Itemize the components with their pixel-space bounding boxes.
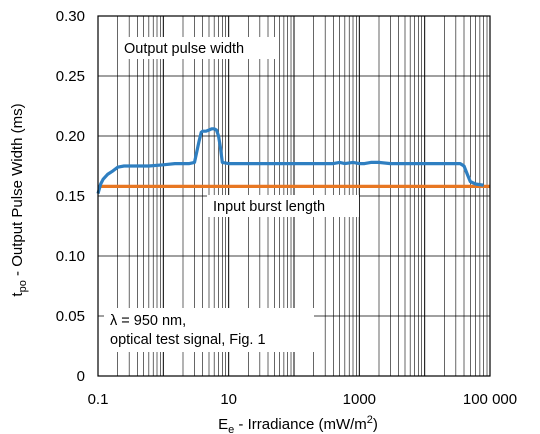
y-axis-label: tpo - Output Pulse Width (ms) — [9, 103, 29, 296]
y-axis-label-sub: po — [17, 280, 29, 292]
y-axis-label-rest: - Output Pulse Width (ms) — [9, 103, 26, 280]
y-tick-label: 0.25 — [56, 68, 85, 85]
x-axis-label-sub: e — [228, 424, 234, 434]
plot-frame — [97, 15, 491, 377]
test-condition-box — [104, 308, 314, 352]
x-axis-label-rest: - Irradiance (mW/m — [234, 416, 367, 433]
series-layer — [96, 127, 490, 195]
test-condition-line-1: λ = 950 nm, — [110, 313, 186, 329]
x-tick-labels: 0.1 10 1000 100 000 — [88, 391, 518, 408]
x-tick-label: 0.1 — [88, 391, 109, 408]
x-tick-label: 100 000 — [463, 391, 517, 408]
output-pulse-width-line — [96, 127, 484, 195]
x-tick-label: 10 — [220, 391, 237, 408]
y-tick-label: 0.05 — [56, 308, 85, 325]
input-burst-label: Input burst length — [213, 199, 325, 215]
y-tick-label: 0 — [77, 368, 85, 385]
output-pulse-label-box — [119, 37, 276, 59]
x-axis-label-main: E — [218, 416, 228, 433]
x-axis-label: Ee - Irradiance (mW/m2) — [218, 414, 378, 434]
x-axis-label-end: ) — [373, 416, 378, 433]
y-tick-label: 0.30 — [56, 8, 85, 25]
y-tick-label: 0.20 — [56, 128, 85, 145]
x-axis-label-sup: 2 — [367, 414, 373, 426]
y-tick-label: 0.10 — [56, 248, 85, 265]
y-tick-label: 0.15 — [56, 188, 85, 205]
y-tick-labels: 0 0.05 0.10 0.15 0.20 0.25 0.30 — [56, 8, 85, 385]
output-pulse-label: Output pulse width — [124, 41, 244, 57]
y-axis-label-main: t — [9, 292, 26, 297]
input-burst-label-box — [207, 195, 359, 217]
test-condition-line-2: optical test signal, Fig. 1 — [110, 332, 266, 348]
x-tick-label: 1000 — [343, 391, 376, 408]
